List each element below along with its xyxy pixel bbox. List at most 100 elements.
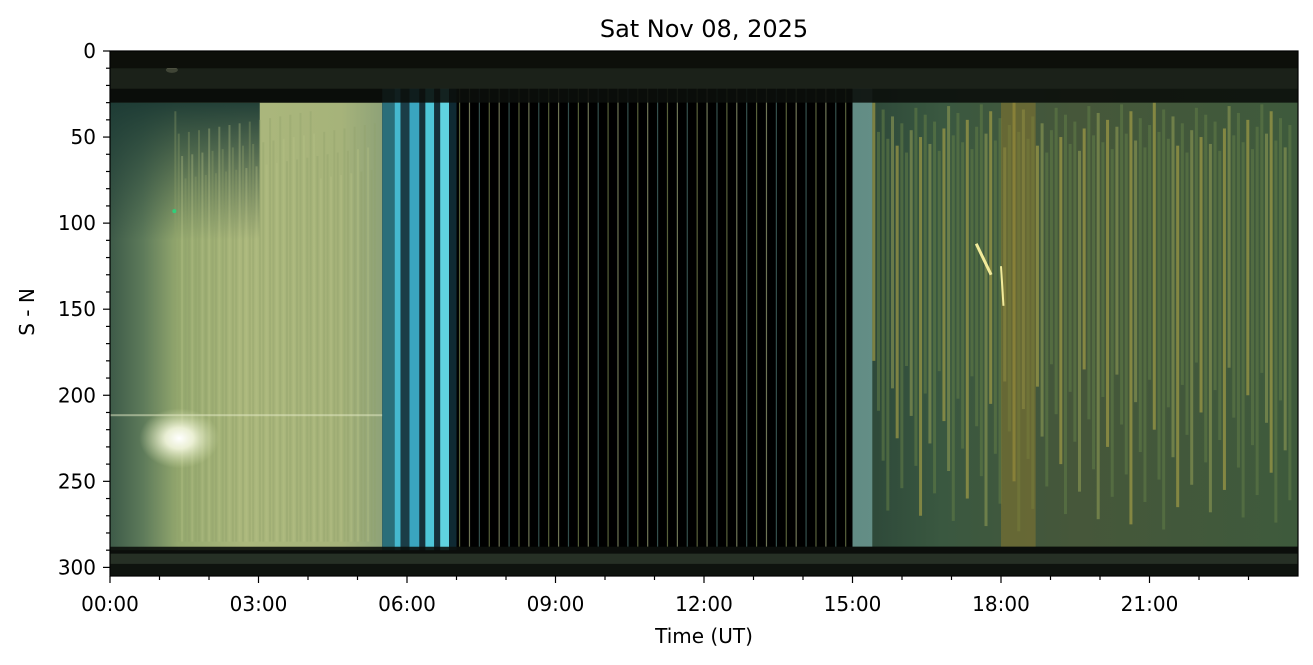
- y-tick-label: 100: [58, 211, 96, 235]
- aurora-streak: [979, 104, 983, 477]
- aurora-streak: [1134, 140, 1138, 403]
- aurora-streak: [329, 176, 332, 542]
- data-streak: [676, 88, 678, 547]
- aurora-streak: [1096, 112, 1100, 520]
- data-streak: [746, 88, 748, 547]
- aurora-streak: [231, 147, 234, 542]
- data-streak: [587, 88, 589, 547]
- aurora-streak: [208, 128, 211, 542]
- data-streak: [815, 88, 817, 547]
- aurora-streak: [1054, 107, 1058, 415]
- aurora-streak: [1087, 106, 1091, 420]
- data-streak: [538, 88, 540, 547]
- data-streak: [577, 88, 579, 547]
- aurora-streak: [218, 126, 221, 542]
- aurora-streak: [1162, 109, 1166, 530]
- y-tick-label: 300: [58, 555, 96, 579]
- data-streak: [656, 88, 659, 547]
- aurora-streak: [275, 162, 278, 542]
- aurora-streak: [1199, 137, 1203, 413]
- aurora-streak: [177, 133, 180, 542]
- twilight-band: [449, 88, 457, 551]
- data-streak: [795, 88, 797, 547]
- data-streak: [458, 88, 461, 547]
- aurora-streak: [872, 102, 876, 361]
- aurora-streak: [1129, 111, 1133, 525]
- twilight-band: [425, 88, 435, 551]
- data-streak: [557, 88, 560, 547]
- plot-area: [109, 50, 1299, 577]
- y-tick-label: 200: [58, 383, 96, 407]
- aurora-streak: [1288, 125, 1292, 501]
- aurora-streak: [886, 138, 890, 511]
- aurora-streak: [970, 149, 974, 377]
- data-streak: [775, 88, 777, 547]
- aurora-streak: [191, 154, 194, 542]
- bright-streak: [974, 243, 993, 276]
- aurora-streak: [1110, 149, 1114, 497]
- aurora-streak: [1049, 130, 1053, 365]
- aurora-streak: [1138, 118, 1142, 453]
- twilight-band: [434, 88, 441, 551]
- data-streak: [696, 88, 698, 547]
- aurora-streak: [1260, 104, 1264, 373]
- aurora-streak: [1157, 131, 1161, 480]
- aurora-streak: [309, 111, 312, 542]
- twilight-band: [440, 88, 450, 551]
- aurora-streak: [258, 119, 261, 542]
- aurora-streak: [373, 123, 376, 542]
- aurora-streak: [1040, 123, 1044, 437]
- aurora-streak: [909, 130, 913, 416]
- data-streak: [835, 88, 837, 547]
- aurora-streak: [1120, 104, 1124, 425]
- aurora-streak: [292, 137, 295, 542]
- y-axis: 0 50 100 150 200 250 300: [58, 39, 110, 579]
- data-streak: [706, 88, 708, 547]
- x-axis-label: Time (UT): [654, 624, 753, 648]
- y-tick-label: 250: [58, 469, 96, 493]
- aurora-streak: [951, 135, 955, 521]
- aurora-streak: [1059, 137, 1063, 465]
- aurora-streak: [343, 128, 346, 542]
- aurora-streak: [204, 174, 207, 542]
- aurora-streak: [956, 112, 960, 399]
- aurora-streak: [1279, 118, 1283, 401]
- aurora-streak: [353, 126, 356, 542]
- aurora-streak: [1152, 102, 1156, 430]
- aurora-streak: [881, 109, 885, 461]
- x-tick-label: 09:00: [527, 592, 585, 616]
- aurora-streak: [184, 178, 187, 542]
- aurora-streak: [1035, 145, 1039, 387]
- aurora-streak: [1176, 145, 1180, 508]
- aurora-streak: [194, 176, 197, 542]
- aurora-streak: [1124, 133, 1128, 475]
- aurora-streak: [299, 112, 302, 542]
- aurora-streak: [1222, 128, 1226, 490]
- data-streak: [518, 88, 520, 547]
- aurora-streak: [1101, 142, 1105, 397]
- aurora-streak: [1185, 152, 1189, 435]
- horizontal-band: [110, 88, 1298, 103]
- aurora-streak: [302, 135, 305, 542]
- horizontal-band: [110, 563, 1298, 576]
- aurora-streak: [891, 116, 894, 389]
- aurora-streak: [181, 156, 184, 542]
- data-streak: [627, 88, 629, 547]
- horizontal-band: [110, 51, 1298, 69]
- aurora-streak: [221, 149, 224, 542]
- glare-line: [110, 414, 383, 417]
- data-streak: [508, 88, 510, 547]
- aurora-streak: [1092, 135, 1096, 470]
- aurora-streak: [937, 150, 941, 372]
- data-streak: [845, 88, 847, 547]
- aurora-streak: [947, 106, 951, 471]
- x-tick-label: 12:00: [675, 592, 733, 616]
- data-streak: [528, 88, 530, 547]
- data-streak: [785, 88, 787, 547]
- aurora-streak: [174, 111, 177, 542]
- aurora-streak: [928, 143, 932, 444]
- aurora-streak: [1078, 150, 1081, 492]
- data-streak: [637, 88, 639, 547]
- horizontal-band: [110, 553, 1298, 564]
